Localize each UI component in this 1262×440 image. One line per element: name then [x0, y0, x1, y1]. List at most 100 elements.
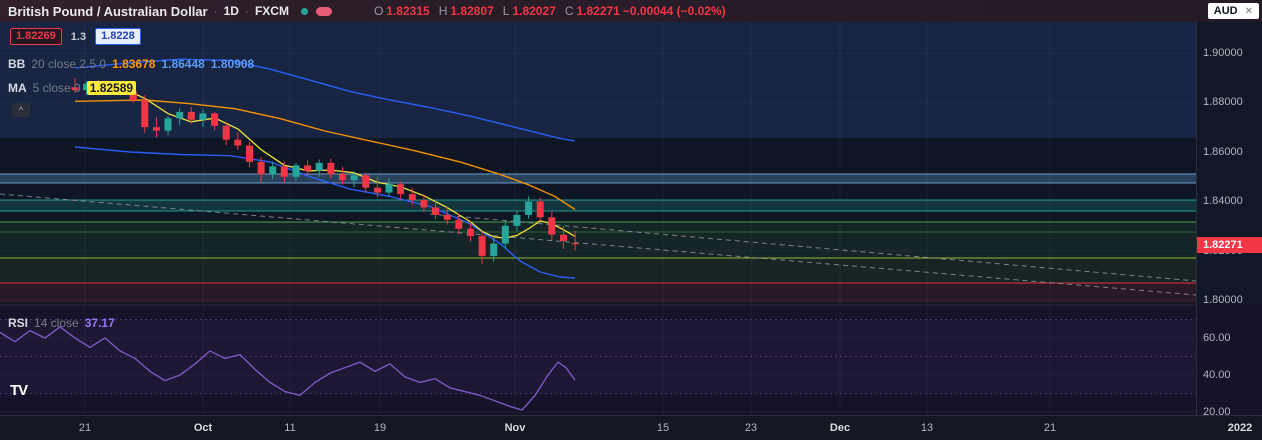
market-status-dot-icon — [300, 7, 308, 15]
timeframe-label[interactable]: 1D — [223, 4, 239, 18]
candle-body — [199, 113, 207, 120]
open-value: 1.82315 — [386, 4, 430, 18]
time-axis-label: 13 — [920, 422, 934, 434]
exchange-label: FXCM — [254, 4, 289, 18]
bb-basis-value: 1.83678 — [112, 57, 156, 71]
candle-body — [560, 234, 567, 242]
candle-body — [385, 184, 393, 193]
symbol-name[interactable]: British Pound / Australian Dollar — [8, 3, 208, 19]
indicator-params: 20 close 2.5 0 — [31, 57, 107, 71]
rsi-scale-background — [1197, 305, 1262, 415]
candle-body — [257, 161, 265, 175]
candle-body — [397, 184, 405, 195]
candle-body — [280, 166, 288, 177]
price-scale-label: 1.84000 — [1203, 195, 1243, 207]
time-axis[interactable]: 21 Oct 11 19 Nov 15 23 Dec 13 21 2022 — [0, 415, 1262, 440]
close-value: 1.82271 — [576, 4, 620, 18]
candle-body — [269, 166, 277, 175]
candle-body — [246, 145, 253, 162]
alert-pill-icon[interactable] — [315, 6, 332, 16]
candle-body — [443, 214, 451, 220]
price-zone — [0, 0, 1196, 138]
trendline — [429, 213, 1196, 282]
bb-upper-value: 1.86448 — [161, 57, 205, 71]
candle-body — [339, 174, 346, 181]
collapse-legend-button[interactable]: ^ — [12, 103, 30, 117]
candle-body — [490, 243, 498, 256]
indicator-params: 14 close — [34, 316, 79, 330]
rsi-value: 37.17 — [84, 316, 115, 330]
price-scale-label: 1.86000 — [1203, 146, 1243, 158]
ohlc-readout: O 1.82315 H 1.82807 L 1.82027 C 1.82271 −0.0… — [368, 4, 726, 18]
high-label: H — [438, 4, 448, 18]
candle-body — [571, 243, 579, 245]
indicator-params: 5 close 0 — [32, 81, 81, 95]
candle-body — [315, 162, 323, 171]
price-zone — [0, 222, 1196, 258]
price-scale-label: 1.88000 — [1203, 96, 1243, 108]
order-labels-row: 1.82269 1.3 1.8228 — [10, 28, 141, 45]
candle-body — [222, 125, 230, 140]
time-axis-label: Oct — [193, 422, 213, 434]
time-axis-label: 2022 — [1227, 422, 1253, 434]
low-value: 1.82027 — [512, 4, 556, 18]
time-axis-label: Nov — [504, 422, 526, 434]
rsi-band — [0, 319, 1196, 394]
order-sell-price-chip[interactable]: 1.82269 — [10, 28, 62, 45]
price-zone — [0, 174, 1196, 183]
symbol-legend[interactable]: British Pound / Australian Dollar · 1D ·… — [0, 4, 726, 19]
price-zone — [0, 258, 1196, 283]
order-quantity-label[interactable]: 1.3 — [70, 30, 87, 43]
time-axis-label: 15 — [656, 422, 670, 434]
candle-body — [350, 175, 358, 181]
indicator-name[interactable]: BB — [8, 57, 26, 71]
indicator-legend-bb[interactable]: BB 20 close 2.5 0 1.83678 1.86448 1.8090… — [8, 57, 254, 71]
current-price-tag: 1.82271 — [1197, 237, 1262, 253]
price-scale-label: 1.80000 — [1203, 294, 1243, 306]
candle-body — [455, 219, 463, 229]
high-value: 1.82807 — [450, 4, 494, 18]
time-axis-label: 21 — [1043, 422, 1057, 434]
candle-body — [408, 194, 416, 200]
price-scale-background — [1197, 0, 1262, 305]
indicator-name[interactable]: MA — [8, 81, 27, 95]
indicator-name[interactable]: RSI — [8, 316, 29, 330]
rsi-line — [0, 326, 576, 411]
candle-body — [525, 201, 533, 215]
ma-value: 1.82589 — [86, 81, 137, 95]
candle-body — [548, 217, 556, 235]
tradingview-logo[interactable]: TV — [10, 382, 28, 399]
candle-body — [304, 165, 312, 171]
candle-body — [71, 87, 79, 91]
candle-body — [432, 207, 439, 215]
bb-basis-line — [74, 99, 576, 211]
change-value: −0.00044 (−0.02%) — [622, 4, 726, 18]
price-zone — [0, 200, 1196, 211]
currency-toggle-button[interactable]: AUD ✕ — [1207, 3, 1259, 19]
currency-label[interactable]: AUD — [1213, 5, 1238, 17]
open-label: O — [373, 4, 384, 18]
price-scale-label: 40.00 — [1203, 369, 1231, 381]
bb-lower-line — [74, 146, 576, 279]
separator-dot: · — [244, 4, 249, 18]
indicator-legend-rsi[interactable]: RSI 14 close 37.17 — [8, 316, 115, 330]
separator-dot: · — [213, 4, 218, 18]
time-axis-label: 23 — [744, 422, 758, 434]
candle-body — [536, 201, 544, 218]
time-axis-label: Dec — [829, 422, 851, 434]
order-buy-price-chip[interactable]: 1.8228 — [95, 28, 141, 45]
price-scale[interactable]: 1.82271 1.900001.880001.860001.840001.82… — [1196, 0, 1262, 418]
candle-body — [373, 187, 381, 193]
close-icon[interactable]: ✕ — [1244, 5, 1253, 17]
candle-body — [152, 127, 160, 131]
time-axis-label: 21 — [78, 422, 92, 434]
candle-body — [234, 139, 242, 146]
candle-body — [187, 111, 195, 120]
candle-body — [292, 165, 300, 177]
candle-body — [129, 91, 137, 100]
indicator-legend-ma[interactable]: MA 5 close 0 1.82589 — [8, 81, 137, 95]
time-axis-label: 11 — [284, 422, 296, 434]
candle-body — [478, 236, 486, 256]
chart-canvas[interactable] — [0, 0, 1196, 415]
